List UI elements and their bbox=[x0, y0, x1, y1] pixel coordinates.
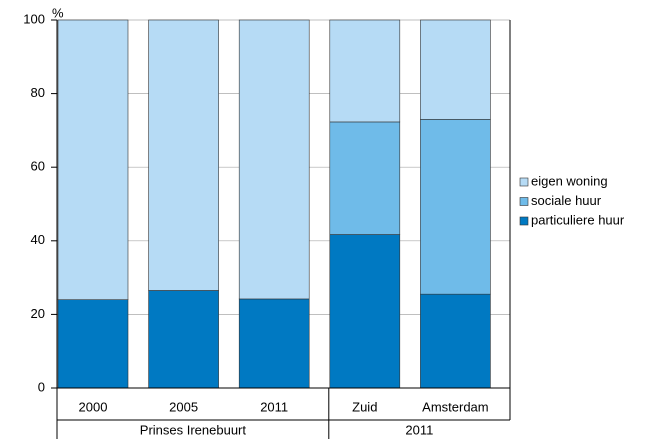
legend-swatch bbox=[519, 216, 529, 226]
bar-segment bbox=[329, 234, 401, 389]
x-tick-label: 2011 bbox=[260, 399, 288, 414]
legend-swatch bbox=[519, 197, 529, 206]
bar-segment bbox=[57, 299, 129, 389]
y-tick-label: 40 bbox=[31, 232, 45, 247]
bar-segment bbox=[329, 19, 401, 123]
bar-segment bbox=[420, 293, 491, 389]
x-tick-label: 2005 bbox=[169, 399, 198, 414]
bar-segment bbox=[238, 19, 310, 300]
legend-swatch bbox=[519, 177, 529, 187]
group-label: Prinses Irenebuurt bbox=[140, 422, 247, 437]
x-tick-label: 2000 bbox=[79, 399, 108, 414]
x-tick-label: Amsterdam bbox=[422, 399, 488, 414]
legend-label: sociale huur bbox=[531, 193, 602, 208]
y-tick-label: 20 bbox=[31, 306, 45, 321]
legend-label: particuliere huur bbox=[531, 212, 625, 227]
bar-segment bbox=[57, 19, 129, 300]
y-unit-label: % bbox=[52, 5, 64, 20]
x-tick-label: Zuid bbox=[352, 399, 377, 414]
bar-segment bbox=[238, 298, 310, 389]
bar-segment bbox=[148, 19, 219, 291]
y-tick-label: 60 bbox=[31, 159, 45, 174]
legend-label: eigen woning bbox=[531, 173, 608, 188]
group-label: 2011 bbox=[405, 422, 433, 437]
y-tick-label: 80 bbox=[31, 85, 45, 100]
bar-segment bbox=[420, 119, 491, 295]
bar-segment bbox=[420, 19, 491, 120]
bar-segment bbox=[329, 121, 401, 235]
y-tick-label: 0 bbox=[38, 379, 45, 394]
y-tick-label: 100 bbox=[23, 11, 45, 26]
bar-segment bbox=[148, 290, 219, 389]
